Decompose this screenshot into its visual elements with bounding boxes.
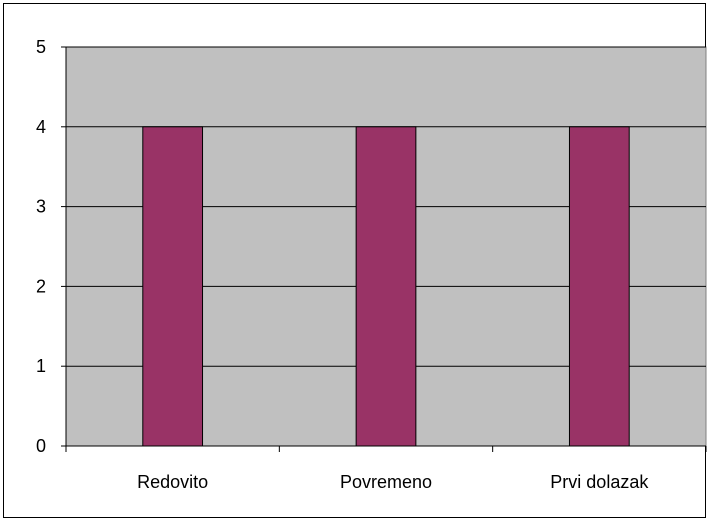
bar — [355, 126, 417, 447]
x-tick-label: Prvi dolazak — [550, 472, 649, 492]
y-tick-label: 5 — [36, 37, 46, 57]
x-tick-label: Redovito — [137, 472, 208, 492]
y-tick-label: 1 — [36, 356, 46, 376]
bar — [568, 126, 630, 447]
y-tick-label: 0 — [36, 436, 46, 456]
bar — [142, 126, 204, 447]
y-tick-label: 3 — [36, 197, 46, 217]
x-tick-label: Povremeno — [340, 472, 432, 492]
bars — [142, 126, 630, 447]
y-tick-label: 4 — [36, 117, 46, 137]
x-axis: Redovito Povremeno Prvi dolazak — [65, 445, 707, 492]
y-tick-label: 2 — [36, 276, 46, 296]
y-axis: 0 1 2 3 4 5 — [36, 37, 67, 456]
